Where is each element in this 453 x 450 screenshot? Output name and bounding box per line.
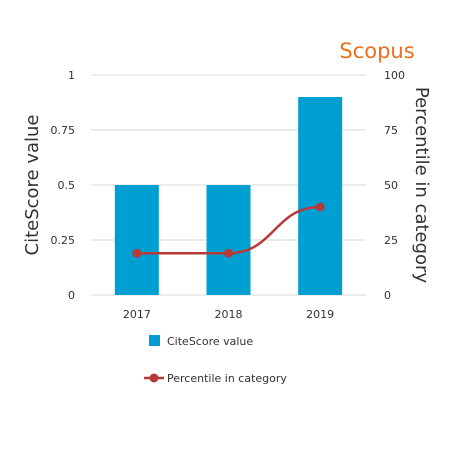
x-tick-label: 2017	[123, 308, 151, 321]
line-point	[132, 248, 142, 258]
x-tick-label: 2018	[215, 308, 243, 321]
left-axis-ticks: 0 0.25 0.5 0.75 1	[51, 69, 76, 302]
x-axis-ticks: 2017 2018 2019	[123, 308, 334, 321]
line-point	[224, 248, 233, 258]
bar	[114, 185, 159, 295]
y-tick-label: 1	[68, 69, 75, 82]
line-point	[315, 202, 325, 212]
line-series	[132, 202, 325, 258]
legend-bar-swatch	[149, 335, 160, 346]
bar-series	[114, 97, 343, 295]
legend-bar-label: CiteScore value	[167, 335, 253, 348]
bar	[206, 185, 251, 295]
y-tick-label: 0	[68, 289, 75, 302]
right-axis-ticks: 0 25 50 75 100	[384, 69, 405, 302]
left-axis-title: CiteScore value	[22, 114, 43, 255]
scopus-logo: Scopus	[339, 39, 414, 63]
y2-tick-label: 75	[384, 124, 398, 137]
legend: CiteScore value Percentile in category	[144, 335, 287, 385]
y2-tick-label: 25	[384, 234, 398, 247]
x-tick-label: 2019	[306, 308, 334, 321]
legend-line-marker	[149, 373, 159, 383]
y-tick-label: 0.75	[51, 124, 76, 137]
y2-tick-label: 100	[384, 69, 405, 82]
legend-line-label: Percentile in category	[167, 372, 287, 385]
y-tick-label: 0.5	[58, 179, 76, 192]
right-axis-title: Percentile in category	[411, 87, 432, 284]
y-tick-label: 0.25	[51, 234, 76, 247]
y2-tick-label: 50	[384, 179, 398, 192]
bar	[298, 97, 343, 295]
y2-tick-label: 0	[384, 289, 391, 302]
